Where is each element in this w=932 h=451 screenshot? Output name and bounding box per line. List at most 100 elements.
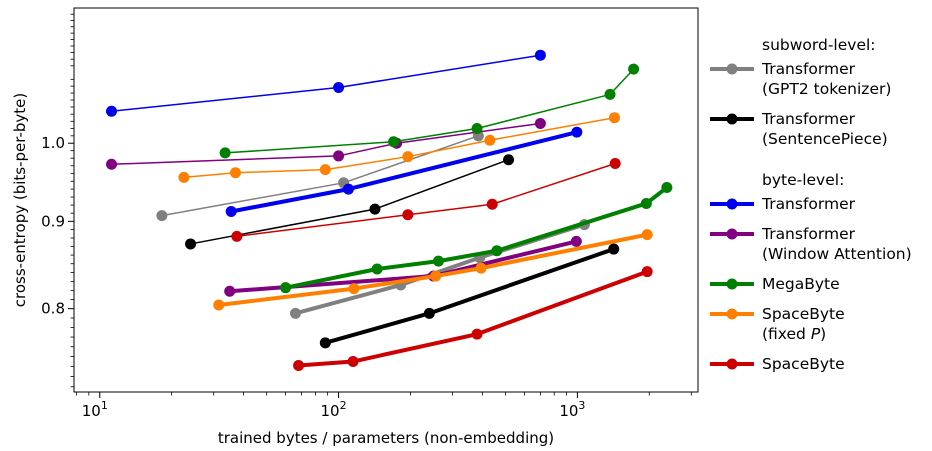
data-point [571, 126, 583, 138]
legend-section-title: byte-level: [762, 171, 844, 189]
data-point [231, 230, 243, 242]
legend-swatch-marker [726, 63, 738, 75]
series-line [230, 130, 578, 214]
series-spacebyte-fixed-p-10 [178, 112, 620, 183]
data-point [319, 164, 331, 176]
data-point [213, 299, 225, 311]
data-point [491, 245, 503, 257]
data-point [280, 282, 292, 294]
data-point [388, 136, 400, 148]
legend-label: (Window Attention) [762, 245, 912, 263]
legend-entry-spacebyte-fixed-p: SpaceByte (fixed P) [710, 305, 845, 343]
legend-section-title: subword-level: [762, 36, 876, 54]
data-point [402, 209, 414, 221]
legend-entry-megabyte: MegaByte [710, 275, 840, 293]
data-point [628, 63, 640, 75]
series-line [111, 122, 541, 166]
data-point [371, 263, 383, 275]
legend: subword-level: Transformer (GPT2 tokenizer… [710, 36, 912, 373]
data-point [484, 134, 496, 146]
data-point [534, 117, 546, 129]
y-axis-label: cross-entropy (bits-per-byte) [11, 93, 29, 307]
y-tick-label: 0.8 [41, 300, 65, 318]
data-point [640, 197, 652, 209]
legend-swatch-marker [726, 308, 738, 320]
plot-frame [73, 7, 699, 393]
y-tick-label: 0.9 [41, 212, 65, 230]
data-point [224, 285, 236, 297]
series-line [225, 68, 635, 154]
legend-swatch-marker [726, 198, 738, 210]
legend-label: SpaceByte [762, 305, 845, 323]
data-point [608, 243, 620, 255]
series-transformer-sentencepiece-2 [185, 154, 515, 250]
data-point [402, 151, 414, 163]
legend-label: Transformer [761, 110, 856, 128]
legend-label: (GPT2 tokenizer) [762, 80, 891, 98]
legend-label: (fixed P) [762, 325, 826, 343]
data-point [641, 266, 653, 278]
series-line [298, 269, 648, 368]
data-point [333, 82, 345, 94]
data-point [342, 183, 354, 195]
x-axis: 101 102 103 [76, 392, 692, 420]
legend-swatch-marker [726, 278, 738, 290]
data-point [348, 283, 360, 295]
series-spacebyte-13 [293, 266, 653, 372]
data-point [423, 307, 435, 319]
data-point [289, 307, 301, 319]
data-point [333, 150, 345, 162]
data-point [293, 360, 305, 372]
legend-swatch-marker [726, 358, 738, 370]
data-point [641, 229, 653, 241]
series-line [285, 185, 669, 290]
data-point [604, 88, 616, 100]
x-tick-label: 101 [82, 399, 108, 420]
legend-label: (SentencePiece) [762, 130, 888, 148]
data-point [471, 328, 483, 340]
series-layer [106, 49, 673, 372]
data-point [471, 123, 483, 135]
data-point [475, 262, 487, 274]
legend-entry-transformer: Transformer [710, 195, 856, 213]
series-transformer-sentencepiece-3 [319, 243, 620, 349]
data-point [432, 255, 444, 267]
data-point [319, 337, 331, 349]
series-line [236, 162, 616, 238]
legend-entry-spacebyte: SpaceByte [710, 355, 845, 373]
y-tick-label: 1.0 [41, 134, 65, 152]
x-axis-label: trained bytes / parameters (non-embeddin… [218, 429, 554, 447]
series-spacebyte-fixed-p-11 [213, 229, 653, 311]
data-point [347, 356, 359, 368]
data-point [185, 238, 197, 250]
legend-label: Transformer [761, 195, 856, 213]
y-axis: 0.8 0.9 1.0 [41, 13, 74, 388]
legend-label: Transformer [761, 60, 856, 78]
data-point [225, 206, 237, 218]
data-point [608, 112, 620, 124]
data-point [503, 154, 515, 166]
data-point [156, 210, 168, 222]
data-point [486, 198, 498, 210]
data-point [430, 270, 442, 282]
series-line [111, 54, 541, 113]
data-point [106, 158, 118, 170]
x-tick-label: 102 [321, 399, 347, 420]
series-megabyte-9 [280, 182, 673, 294]
series-transformer-5 [225, 126, 583, 218]
series-spacebyte-12 [231, 158, 621, 242]
legend-entry-transformer-window-attention: Transformer (Window Attention) [710, 225, 912, 263]
data-point [178, 171, 190, 183]
legend-label: MegaByte [762, 275, 840, 293]
data-point [106, 105, 118, 117]
data-point [229, 167, 241, 179]
series-line [183, 116, 615, 179]
x-tick-label: 103 [559, 399, 585, 420]
legend-label: Transformer [761, 225, 856, 243]
legend-swatch-marker [726, 228, 738, 240]
data-point [534, 49, 546, 61]
data-point [661, 182, 673, 194]
legend-entry-transformer-sentencepiece: Transformer (SentencePiece) [710, 110, 888, 148]
legend-swatch-marker [726, 113, 738, 125]
series-megabyte-8 [219, 63, 640, 159]
